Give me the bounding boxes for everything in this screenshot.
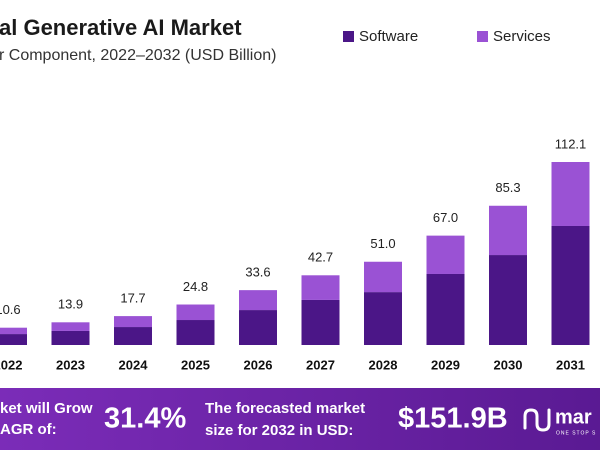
- x-tick-label: 2025: [181, 357, 210, 372]
- bar-segment: [0, 334, 27, 345]
- bar-segment: [551, 162, 590, 226]
- x-tick-label: 2028: [369, 357, 398, 372]
- bar-segment: [176, 304, 215, 321]
- value-label: 85.3: [495, 180, 520, 195]
- legend-swatch: [477, 31, 488, 42]
- value-label: 33.6: [245, 265, 270, 280]
- legend-label: Software: [359, 28, 418, 45]
- bar-segment: [239, 290, 277, 311]
- cagr-text: ket will Grow: [0, 400, 93, 417]
- value-label: 67.0: [433, 210, 458, 225]
- bar-segment: [489, 255, 527, 345]
- logo-tagline: ONE STOP S: [556, 430, 596, 436]
- bar-segment: [426, 273, 465, 345]
- cagr-value: 31.4%: [104, 403, 186, 435]
- forecast-text: size for 2032 in USD:: [205, 422, 353, 439]
- bar-segment: [301, 275, 340, 300]
- bar-segment: [426, 235, 465, 274]
- bar-segment: [176, 320, 215, 345]
- bar-segment: [301, 299, 340, 345]
- bar-segment: [364, 292, 402, 345]
- x-tick-label: 2022: [0, 357, 22, 372]
- bar-segment: [114, 316, 152, 328]
- value-label: 51.0: [370, 236, 395, 251]
- chart-title: al Generative AI Market: [0, 15, 242, 40]
- banner: ket will Grow AGR of: 31.4% The forecast…: [0, 388, 600, 450]
- logo-text: mar: [555, 406, 592, 428]
- x-tick-label: 2031: [556, 357, 585, 372]
- logo-icon: [523, 408, 551, 432]
- forecast-value: $151.9B: [398, 403, 508, 435]
- x-tick-label: 2026: [244, 357, 273, 372]
- bar-segment: [239, 310, 277, 345]
- value-label: 112.1: [555, 136, 587, 151]
- bar-segment: [0, 327, 27, 335]
- x-tick-label: 2023: [56, 357, 85, 372]
- bar-segment: [51, 330, 90, 345]
- x-tick-label: 2029: [431, 357, 460, 372]
- cagr-text: AGR of:: [0, 421, 57, 438]
- legend-swatch: [343, 31, 354, 42]
- bar-segment: [551, 225, 590, 345]
- value-label: 10.6: [0, 302, 21, 317]
- forecast-text: The forecasted market: [205, 400, 365, 417]
- x-tick-label: 2024: [119, 357, 149, 372]
- bar-segment: [489, 205, 527, 256]
- bar-segment: [364, 261, 402, 293]
- value-label: 24.8: [183, 279, 208, 294]
- value-label: 17.7: [120, 291, 145, 306]
- bar-segment: [51, 322, 90, 331]
- chart-subtitle: r Component, 2022–2032 (USD Billion): [0, 47, 276, 64]
- banner-background: [0, 388, 600, 450]
- value-label: 13.9: [58, 297, 83, 312]
- bar-segment: [114, 327, 152, 345]
- legend-label: Services: [493, 28, 551, 45]
- x-tick-label: 2027: [306, 357, 335, 372]
- x-tick-label: 2030: [494, 357, 523, 372]
- value-label: 42.7: [308, 250, 333, 265]
